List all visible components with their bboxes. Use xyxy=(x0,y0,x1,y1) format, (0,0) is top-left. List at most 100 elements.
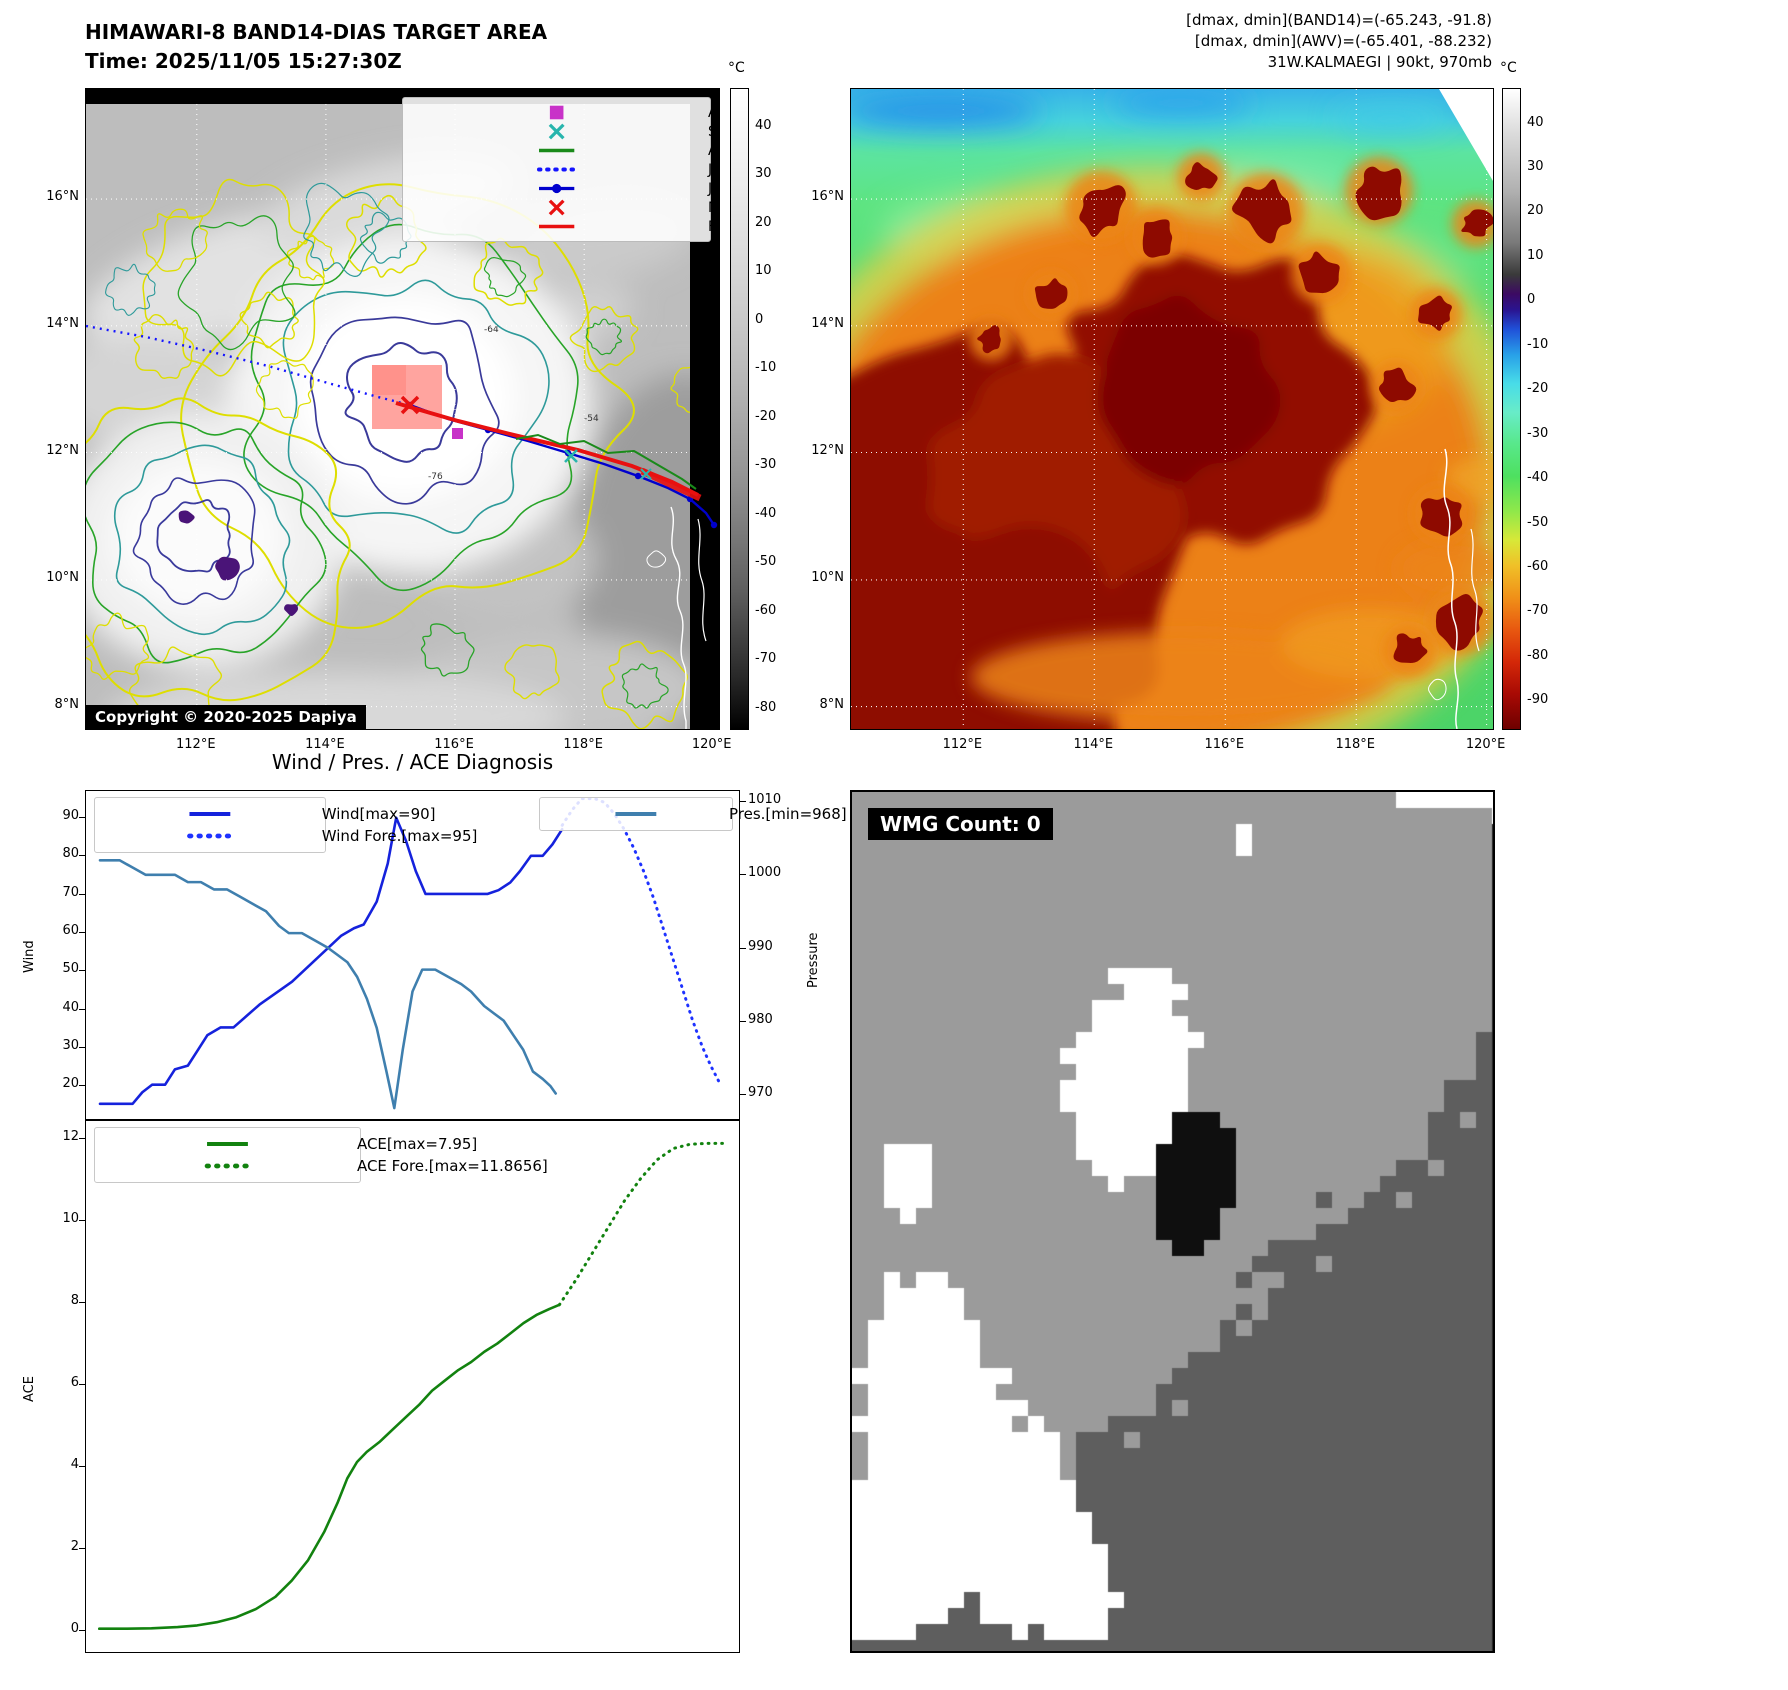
legend-marker-line xyxy=(189,811,231,817)
legend-row: MESOSCALE/TARGET Location xyxy=(412,198,719,217)
y-tick-label: 20 xyxy=(62,1076,79,1092)
colorbar-tick-label: -30 xyxy=(1527,425,1549,441)
colorbar-tick-label: 40 xyxy=(755,117,772,133)
tick-mark xyxy=(79,1085,85,1087)
bt-contour xyxy=(473,237,544,306)
tick-mark xyxy=(740,874,746,876)
tick-mark xyxy=(79,893,85,895)
overshooting-top xyxy=(1420,497,1463,537)
y2-tick-label: 1010 xyxy=(748,792,782,807)
overshooting-top xyxy=(1034,278,1068,309)
tick-mark xyxy=(79,1047,85,1049)
y-tick-label: 8°N xyxy=(54,696,80,712)
coastline xyxy=(1443,448,1459,729)
tick-mark xyxy=(79,970,85,972)
y2-tick-label: 1000 xyxy=(748,865,782,881)
awv-color-ir-map xyxy=(850,88,1494,730)
bt-contour xyxy=(133,313,195,379)
legend-marker-line xyxy=(538,224,574,229)
overshooting-top xyxy=(1079,185,1126,237)
legend-label: Floater Locater xyxy=(708,218,720,235)
y-tick-label: 10°N xyxy=(811,569,844,585)
bt-contour xyxy=(86,397,351,702)
colorbar-tick-label: -60 xyxy=(755,602,777,618)
tick-mark xyxy=(79,1548,85,1550)
overshooting-top xyxy=(1298,251,1340,294)
legend-marker-line xyxy=(207,1141,248,1147)
tick-mark xyxy=(79,855,85,857)
y-tick-label: 50 xyxy=(62,961,79,977)
legend-label: ADT Tracks [1420Z 69.8 983.0] xyxy=(708,142,719,159)
y2-tick-label: 980 xyxy=(748,1012,773,1027)
bt-contour xyxy=(303,182,390,277)
colorbar-tick-label: 10 xyxy=(755,263,772,279)
y-tick-label: 6 xyxy=(70,1375,79,1391)
color-ir-satellite-scene xyxy=(851,89,1493,729)
tick-mark xyxy=(79,1008,85,1010)
colorbar-tick-label: -50 xyxy=(1527,514,1549,530)
island-outline xyxy=(646,550,667,568)
tick-mark xyxy=(740,801,746,802)
tick-mark xyxy=(79,1466,85,1468)
colorbar-tick-label: 40 xyxy=(1527,114,1544,130)
legend-row: JTWC/NHC Tracks [05/1200Z] xyxy=(412,179,719,198)
series-wind-fore-max-95- xyxy=(560,797,721,1083)
bt-contour xyxy=(105,263,156,316)
colorbar-tick-label: -70 xyxy=(1527,603,1549,619)
x-tick-label: 120°E xyxy=(691,737,732,752)
bt-contour xyxy=(239,291,299,349)
legend-row: Pres.[min=968] xyxy=(550,803,847,825)
series-wind-max-90- xyxy=(98,816,564,1106)
legend-marker-line xyxy=(615,811,657,817)
overshooting-top xyxy=(1461,209,1493,237)
tl-colorbar-unit: °C xyxy=(728,60,745,76)
pressure-legend: Pres.[min=968] xyxy=(539,797,847,831)
legend-marker-x xyxy=(548,199,565,216)
bt-contour xyxy=(585,318,623,356)
overshooting-top xyxy=(1142,219,1173,258)
legend-row: SATCON Locations [0800Z 74 971] xyxy=(412,122,719,141)
wind-legend: Wind[max=90] Wind Fore.[max=95] xyxy=(94,797,477,853)
legend-marker-dotted xyxy=(187,833,233,839)
dmax-dmin-awv: [dmax, dmin](AWV)=(-65.401, -88.232) xyxy=(1194,32,1492,50)
legend-label: MESOSCALE/TARGET Location xyxy=(708,199,720,216)
ace-chart: ACE[max=7.95] ACE Fore.[max=11.8656] xyxy=(85,1120,740,1653)
bt-contour xyxy=(86,421,327,664)
colorbar-tick-label: -40 xyxy=(1527,470,1549,486)
bt-contour xyxy=(345,194,427,278)
wind-pressure-chart: Wind[max=90] Wind Fore.[max=95] Pres.[min=… xyxy=(85,790,847,1120)
diagnosis-title: Wind / Pres. / ACE Diagnosis xyxy=(271,750,554,774)
colorbar-tick-label: 10 xyxy=(1527,247,1544,263)
mesoscale-target-x-marker xyxy=(400,395,420,415)
bt-contour xyxy=(309,316,500,505)
y-tick-label: 16°N xyxy=(811,189,844,205)
scan-edge-wedge xyxy=(1439,89,1493,181)
legend-row: Floater Locater xyxy=(412,217,719,236)
bt-contour xyxy=(359,211,412,264)
bt-contour xyxy=(156,499,231,573)
overshooting-top xyxy=(1418,295,1452,331)
tick-mark xyxy=(79,931,85,933)
legend-row: Wind Fore.[max=95] xyxy=(105,825,477,847)
overshooting-top xyxy=(977,325,1001,354)
tick-mark xyxy=(79,1138,85,1140)
legend-label: SATCON Locations [0800Z 74 971] xyxy=(708,123,719,140)
y-tick-label: 60 xyxy=(62,922,79,938)
contour-label: -76 xyxy=(428,472,443,482)
ace-legend: ACE[max=7.95] ACE Fore.[max=11.8656] xyxy=(94,1127,548,1183)
tr-header-block: [dmax, dmin](BAND14)=(-65.243, -91.8) [d… xyxy=(1000,10,1492,73)
colorbar-tick-label: -50 xyxy=(755,554,777,570)
contour-label: -54 xyxy=(584,414,599,424)
y-tick-label: 12°N xyxy=(811,442,844,458)
storm-id-intensity: 31W.KALMAEGI | 90kt, 970mb xyxy=(1267,53,1492,71)
colorbar-tick-label: 0 xyxy=(1527,292,1536,308)
cold-cloud-mass xyxy=(851,253,1377,729)
colorbar-tick-label: -20 xyxy=(755,408,777,424)
x-tick-label: 118°E xyxy=(1335,737,1376,752)
legend-label: Wind Fore.[max=95] xyxy=(321,827,478,845)
y-tick-label: 70 xyxy=(62,884,79,900)
bt-contour xyxy=(113,444,291,636)
colorbar-tick-label: -20 xyxy=(1527,381,1549,397)
island-outline xyxy=(1428,678,1447,701)
pressure-axis-label: Pressure xyxy=(806,932,821,988)
